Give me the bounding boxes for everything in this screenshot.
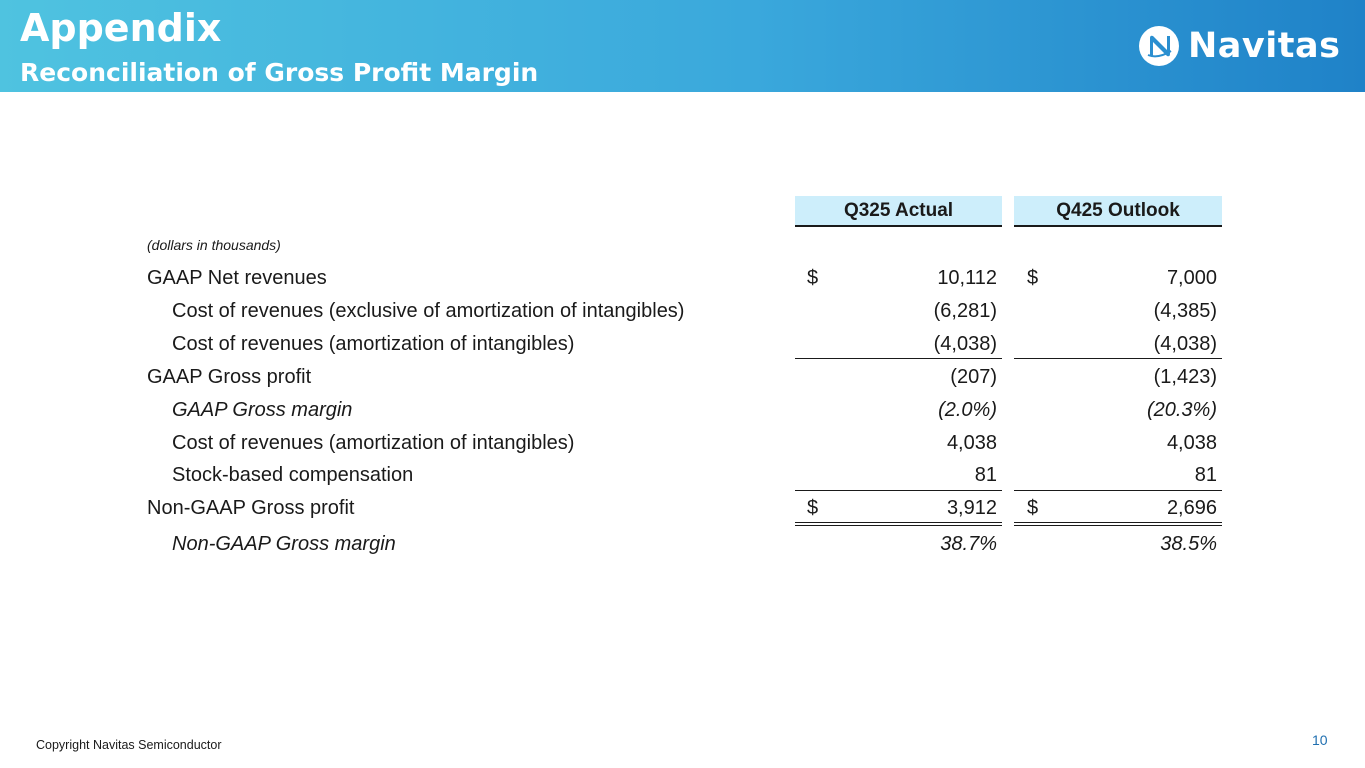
header-banner: Appendix Reconciliation of Gross Profit … — [0, 0, 1365, 92]
row-label: GAAP Gross margin — [172, 399, 353, 421]
currency-symbol: $ — [807, 267, 819, 289]
subtotal-line-q325 — [795, 358, 1002, 359]
value-q325: 10,112 — [937, 267, 997, 289]
value-q425: 4,038 — [1166, 432, 1217, 454]
table-row: Cost of revenues (exclusive of amortizat… — [0, 296, 1365, 326]
unit-note: (dollars in thousands) — [147, 237, 281, 253]
value-q325: (4,038) — [933, 333, 997, 355]
value-q425: (20.3%) — [1146, 399, 1217, 421]
table-row: Cost of revenues (amortization of intang… — [0, 329, 1365, 359]
value-q425: (1,423) — [1153, 366, 1217, 388]
value-q425: 38.5% — [1160, 533, 1217, 555]
table-row: Stock-based compensation 81 81 — [0, 460, 1365, 490]
currency-symbol: $ — [1027, 497, 1039, 519]
currency-symbol: $ — [1027, 267, 1039, 289]
value-q425: 7,000 — [1166, 267, 1217, 289]
double-underline-q325 — [795, 525, 1002, 526]
double-underline-q325 — [795, 522, 1002, 523]
page-subtitle: Reconciliation of Gross Profit Margin — [20, 58, 539, 87]
value-q325: 3,912 — [946, 497, 997, 519]
row-label: Cost of revenues (exclusive of amortizat… — [172, 300, 685, 322]
subtotal-line-q425 — [1014, 490, 1222, 491]
row-label: Stock-based compensation — [172, 464, 414, 486]
row-label: Cost of revenues (amortization of intang… — [172, 333, 575, 355]
table-row: GAAP Gross profit (207) (1,423) — [0, 362, 1365, 392]
column-header-q425: Q425 Outlook — [1014, 196, 1222, 227]
page-title: Appendix — [20, 6, 222, 50]
currency-symbol: $ — [807, 497, 819, 519]
value-q325: (6,281) — [933, 300, 997, 322]
value-q325: 81 — [974, 464, 997, 486]
subtotal-line-q425 — [1014, 358, 1222, 359]
subtotal-line-q325 — [795, 490, 1002, 491]
value-q425: (4,038) — [1153, 333, 1217, 355]
table-row: Cost of revenues (amortization of intang… — [0, 428, 1365, 458]
value-q325: 38.7% — [940, 533, 997, 555]
copyright-text: Copyright Navitas Semiconductor — [36, 738, 222, 752]
table-row: GAAP Net revenues $ $10,112 7,000 — [0, 263, 1365, 293]
value-q325: (2.0%) — [938, 399, 997, 421]
page-number: 10 — [1312, 732, 1328, 748]
navitas-logo: Navitas — [1138, 24, 1340, 68]
row-label: GAAP Gross profit — [147, 366, 312, 388]
row-label: GAAP Net revenues — [147, 267, 327, 289]
row-label: Non-GAAP Gross margin — [172, 533, 396, 555]
table-row: Non-GAAP Gross profit $ $3,912 2,696 — [0, 493, 1365, 523]
value-q425: 81 — [1194, 464, 1217, 486]
value-q425: 2,696 — [1166, 497, 1217, 519]
value-q325: (207) — [950, 366, 997, 388]
row-label: Non-GAAP Gross profit — [147, 497, 355, 519]
navitas-n-logo-icon — [1139, 26, 1179, 66]
double-underline-q425 — [1014, 525, 1222, 526]
table-row: Non-GAAP Gross margin 38.7% 38.5% — [0, 529, 1365, 559]
value-q325: 4,038 — [946, 432, 997, 454]
table-row: GAAP Gross margin (2.0%) (20.3%) — [0, 395, 1365, 425]
row-label: Cost of revenues (amortization of intang… — [172, 432, 575, 454]
logo-text: Navitas — [1188, 26, 1341, 66]
column-header-q325: Q325 Actual — [795, 196, 1002, 227]
double-underline-q425 — [1014, 522, 1222, 523]
value-q425: (4,385) — [1153, 300, 1217, 322]
